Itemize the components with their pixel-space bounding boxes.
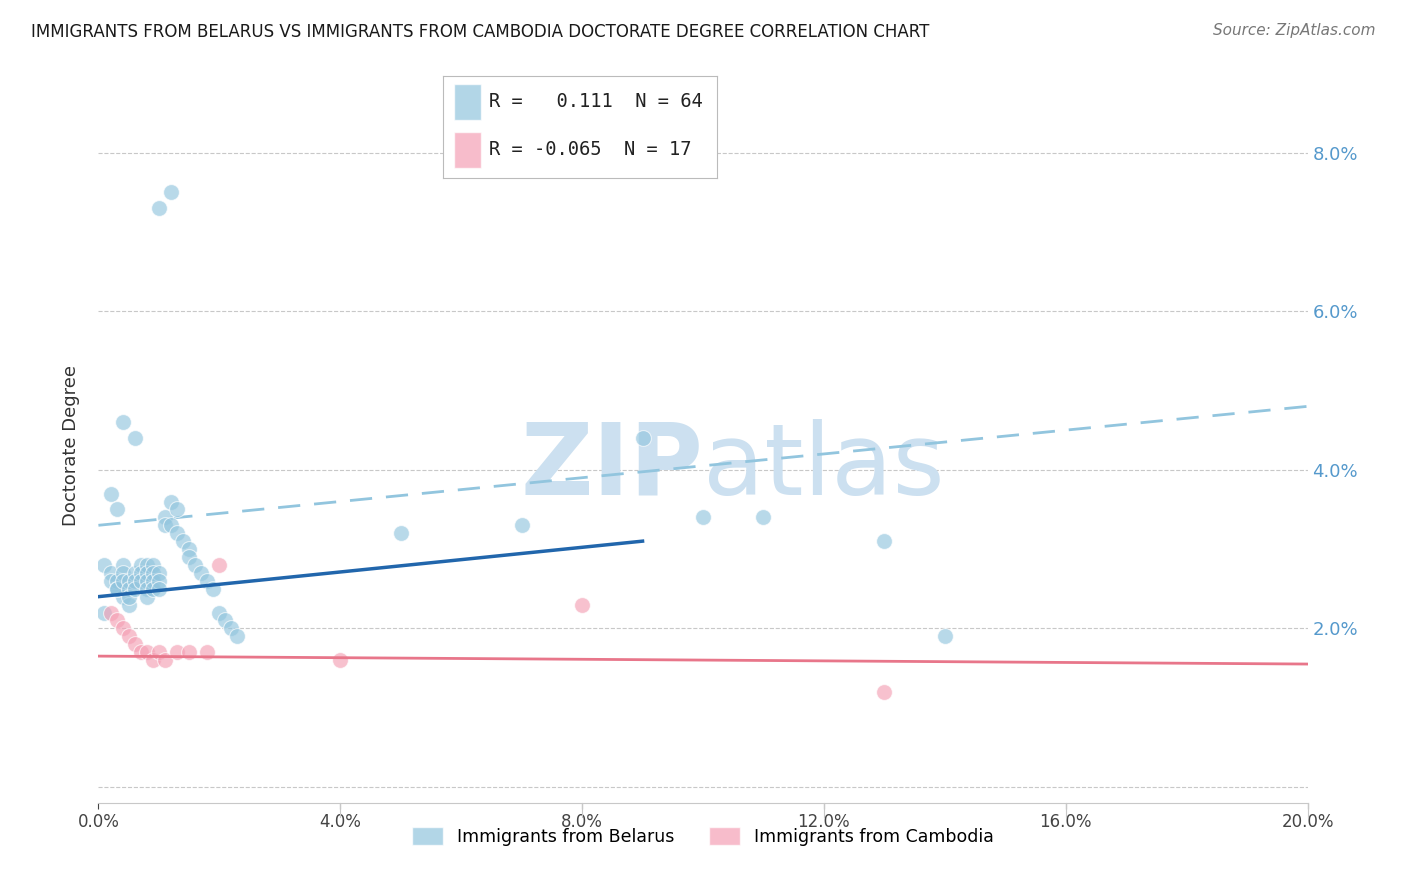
Point <box>934 629 956 643</box>
Point <box>129 645 152 659</box>
Point <box>166 645 188 659</box>
Point <box>129 566 152 580</box>
Point <box>100 566 122 580</box>
Point <box>142 653 165 667</box>
Text: R = -0.065  N = 17: R = -0.065 N = 17 <box>489 140 692 159</box>
Point <box>179 645 201 659</box>
Point <box>105 574 128 588</box>
Point <box>389 526 412 541</box>
Point <box>129 558 152 572</box>
Bar <box>454 132 481 168</box>
Y-axis label: Doctorate Degree: Doctorate Degree <box>62 366 80 526</box>
Point <box>873 534 896 549</box>
Point <box>153 510 176 524</box>
Point <box>124 582 146 596</box>
Point <box>135 590 157 604</box>
Point <box>124 574 146 588</box>
Point <box>208 606 231 620</box>
Point <box>105 582 128 596</box>
Point <box>142 574 165 588</box>
Text: Source: ZipAtlas.com: Source: ZipAtlas.com <box>1212 23 1375 38</box>
Point <box>153 653 176 667</box>
Point <box>221 621 243 635</box>
Point <box>148 566 170 580</box>
Legend: Immigrants from Belarus, Immigrants from Cambodia: Immigrants from Belarus, Immigrants from… <box>404 819 1002 855</box>
Point <box>100 574 122 588</box>
Point <box>135 645 157 659</box>
Point <box>135 566 157 580</box>
Text: IMMIGRANTS FROM BELARUS VS IMMIGRANTS FROM CAMBODIA DOCTORATE DEGREE CORRELATION: IMMIGRANTS FROM BELARUS VS IMMIGRANTS FR… <box>31 23 929 41</box>
Point <box>692 510 714 524</box>
Point <box>93 606 115 620</box>
Point <box>184 558 207 572</box>
Point <box>148 645 170 659</box>
Point <box>142 582 165 596</box>
Point <box>631 431 654 445</box>
Point <box>124 431 146 445</box>
Point <box>124 566 146 580</box>
Point <box>105 582 128 596</box>
Point <box>202 582 225 596</box>
Point <box>510 518 533 533</box>
Point <box>111 574 134 588</box>
Point <box>118 590 141 604</box>
Text: atlas: atlas <box>703 419 945 516</box>
Point <box>135 582 157 596</box>
Bar <box>454 84 481 120</box>
Point <box>153 518 176 533</box>
Point <box>179 542 201 557</box>
Point <box>111 621 134 635</box>
Point <box>208 558 231 572</box>
Point <box>160 494 183 508</box>
Point <box>111 415 134 429</box>
Point <box>160 186 183 200</box>
Point <box>166 502 188 516</box>
Point <box>329 653 352 667</box>
Point <box>118 574 141 588</box>
Point <box>100 606 122 620</box>
Point <box>166 526 188 541</box>
Point <box>135 574 157 588</box>
Text: ZIP: ZIP <box>520 419 703 516</box>
Point <box>142 566 165 580</box>
Point <box>148 574 170 588</box>
Point <box>111 558 134 572</box>
Point <box>93 558 115 572</box>
Point <box>195 645 218 659</box>
Point <box>111 590 134 604</box>
Point <box>100 486 122 500</box>
Point <box>135 558 157 572</box>
Point <box>195 574 218 588</box>
Text: R =   0.111  N = 64: R = 0.111 N = 64 <box>489 93 703 112</box>
Point <box>118 629 141 643</box>
Point <box>105 614 128 628</box>
Point <box>172 534 194 549</box>
Point <box>160 518 183 533</box>
Point <box>214 614 236 628</box>
Point <box>105 502 128 516</box>
Point <box>148 582 170 596</box>
Point <box>571 598 593 612</box>
Point <box>129 574 152 588</box>
Point <box>179 549 201 564</box>
Point <box>226 629 249 643</box>
Point <box>148 201 170 215</box>
Point <box>142 558 165 572</box>
Point <box>124 637 146 651</box>
Point <box>105 582 128 596</box>
Point <box>752 510 775 524</box>
Point <box>873 685 896 699</box>
Point <box>118 598 141 612</box>
Point <box>111 566 134 580</box>
Point <box>190 566 212 580</box>
Point <box>118 582 141 596</box>
